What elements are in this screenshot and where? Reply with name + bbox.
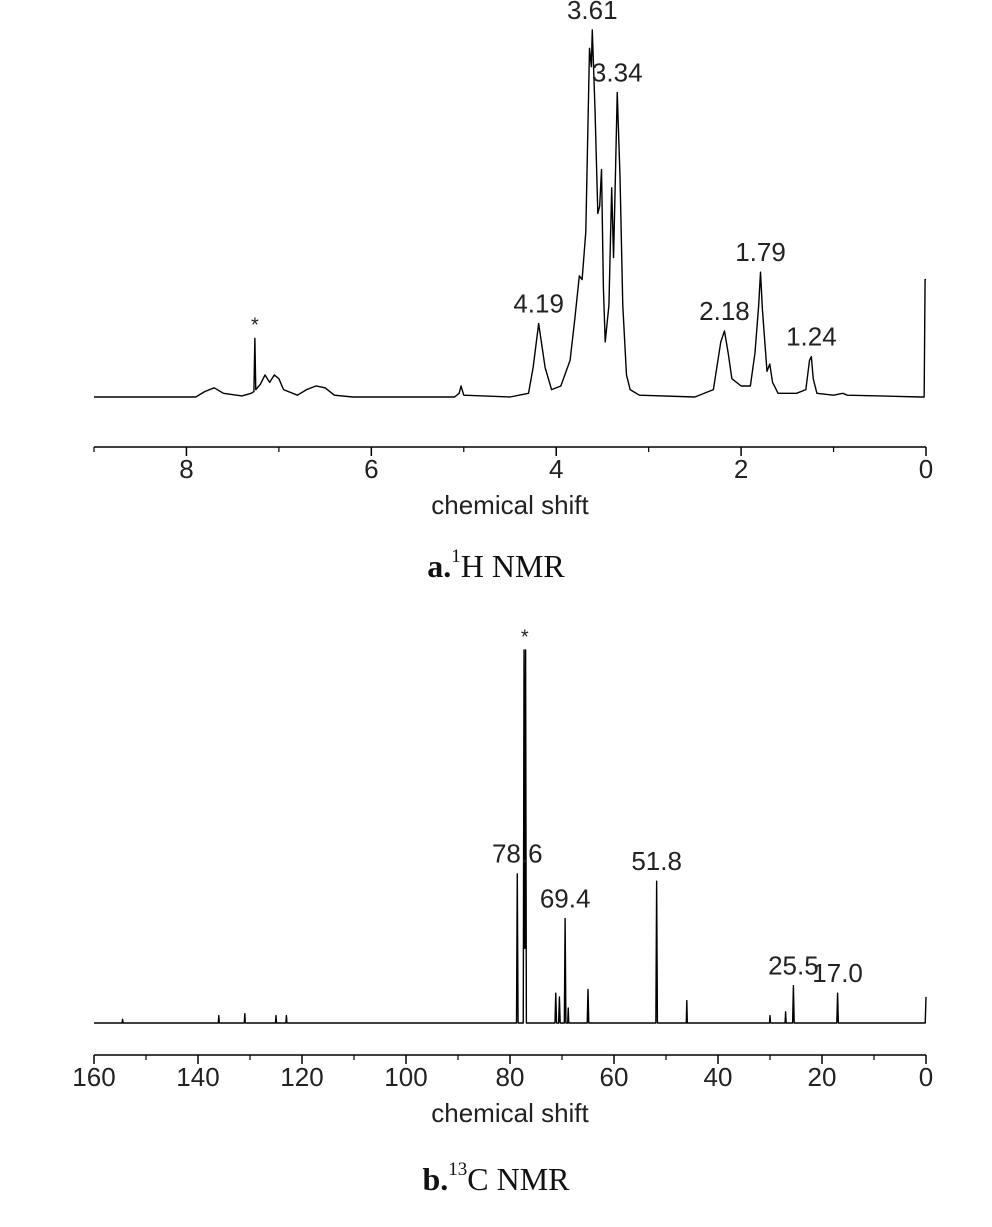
x-tick-label: 160 xyxy=(72,1062,115,1092)
x-tick-label: 20 xyxy=(808,1062,837,1092)
peak-label: * xyxy=(251,315,259,337)
caption-superscript: 1 xyxy=(451,546,461,567)
peak-label: 25.5 xyxy=(768,951,819,981)
peak-label: 69.4 xyxy=(540,883,591,913)
peak-label: 1.79 xyxy=(735,237,786,267)
x-tick-label: 60 xyxy=(600,1062,629,1092)
x-tick-label: 2 xyxy=(734,454,748,484)
x-tick-label: 0 xyxy=(919,1062,933,1092)
peak-label: 1.24 xyxy=(786,322,837,352)
x-tick-label: 0 xyxy=(919,454,933,484)
peak-label: 17.0 xyxy=(812,958,863,988)
caption-text: H NMR xyxy=(461,548,566,584)
peak-label: 78.6 xyxy=(492,839,543,869)
x-tick-label: 4 xyxy=(549,454,563,484)
caption: b.13C NMR xyxy=(422,1159,570,1197)
peak-label: * xyxy=(521,626,529,648)
caption-letter: a. xyxy=(427,548,451,584)
peak-label: 2.18 xyxy=(699,296,750,326)
x-tick-label: 6 xyxy=(364,454,378,484)
x-axis-title: chemical shift xyxy=(431,1098,589,1128)
peak-label: 3.61 xyxy=(567,0,618,25)
peak-label: 4.19 xyxy=(513,288,564,318)
x-tick-label: 140 xyxy=(176,1062,219,1092)
caption-text: C NMR xyxy=(467,1161,570,1197)
x-axis-title: chemical shift xyxy=(431,490,589,520)
x-tick-label: 120 xyxy=(280,1062,323,1092)
caption-superscript: 13 xyxy=(448,1159,467,1180)
peak-label: 3.34 xyxy=(592,57,643,87)
spectrum-line xyxy=(94,29,926,398)
spectrum-line xyxy=(94,649,927,1024)
x-tick-label: 40 xyxy=(704,1062,733,1092)
x-tick-label: 80 xyxy=(496,1062,525,1092)
x-tick-label: 100 xyxy=(384,1062,427,1092)
peak-label: 51.8 xyxy=(631,846,682,876)
x-tick-label: 8 xyxy=(179,454,193,484)
caption-letter: b. xyxy=(422,1161,448,1197)
caption: a.1H NMR xyxy=(427,546,565,584)
